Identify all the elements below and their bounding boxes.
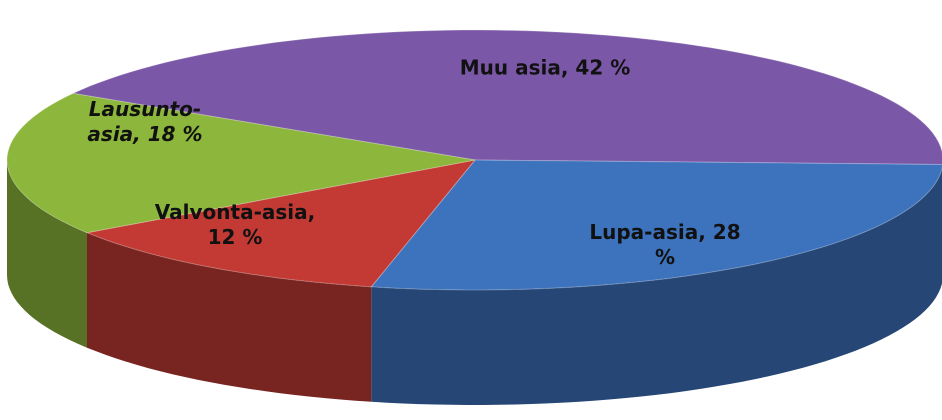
- pie-slice: [85, 159, 477, 288]
- pie-slice: [6, 92, 476, 234]
- data-label: Muu asia, 42 %: [459, 55, 631, 80]
- pie-slice: [71, 29, 942, 165]
- data-label: Valvonta-asia, 12 %: [154, 200, 316, 249]
- pie-slice-side: [87, 232, 372, 402]
- pie-slice-side: [7, 160, 87, 348]
- data-label: Lausunto-asia, 18 %: [87, 97, 203, 146]
- data-label: Lupa-asia, 28 %: [589, 220, 741, 269]
- pie-slice-side: [371, 168, 942, 405]
- pie-slice: [370, 159, 942, 291]
